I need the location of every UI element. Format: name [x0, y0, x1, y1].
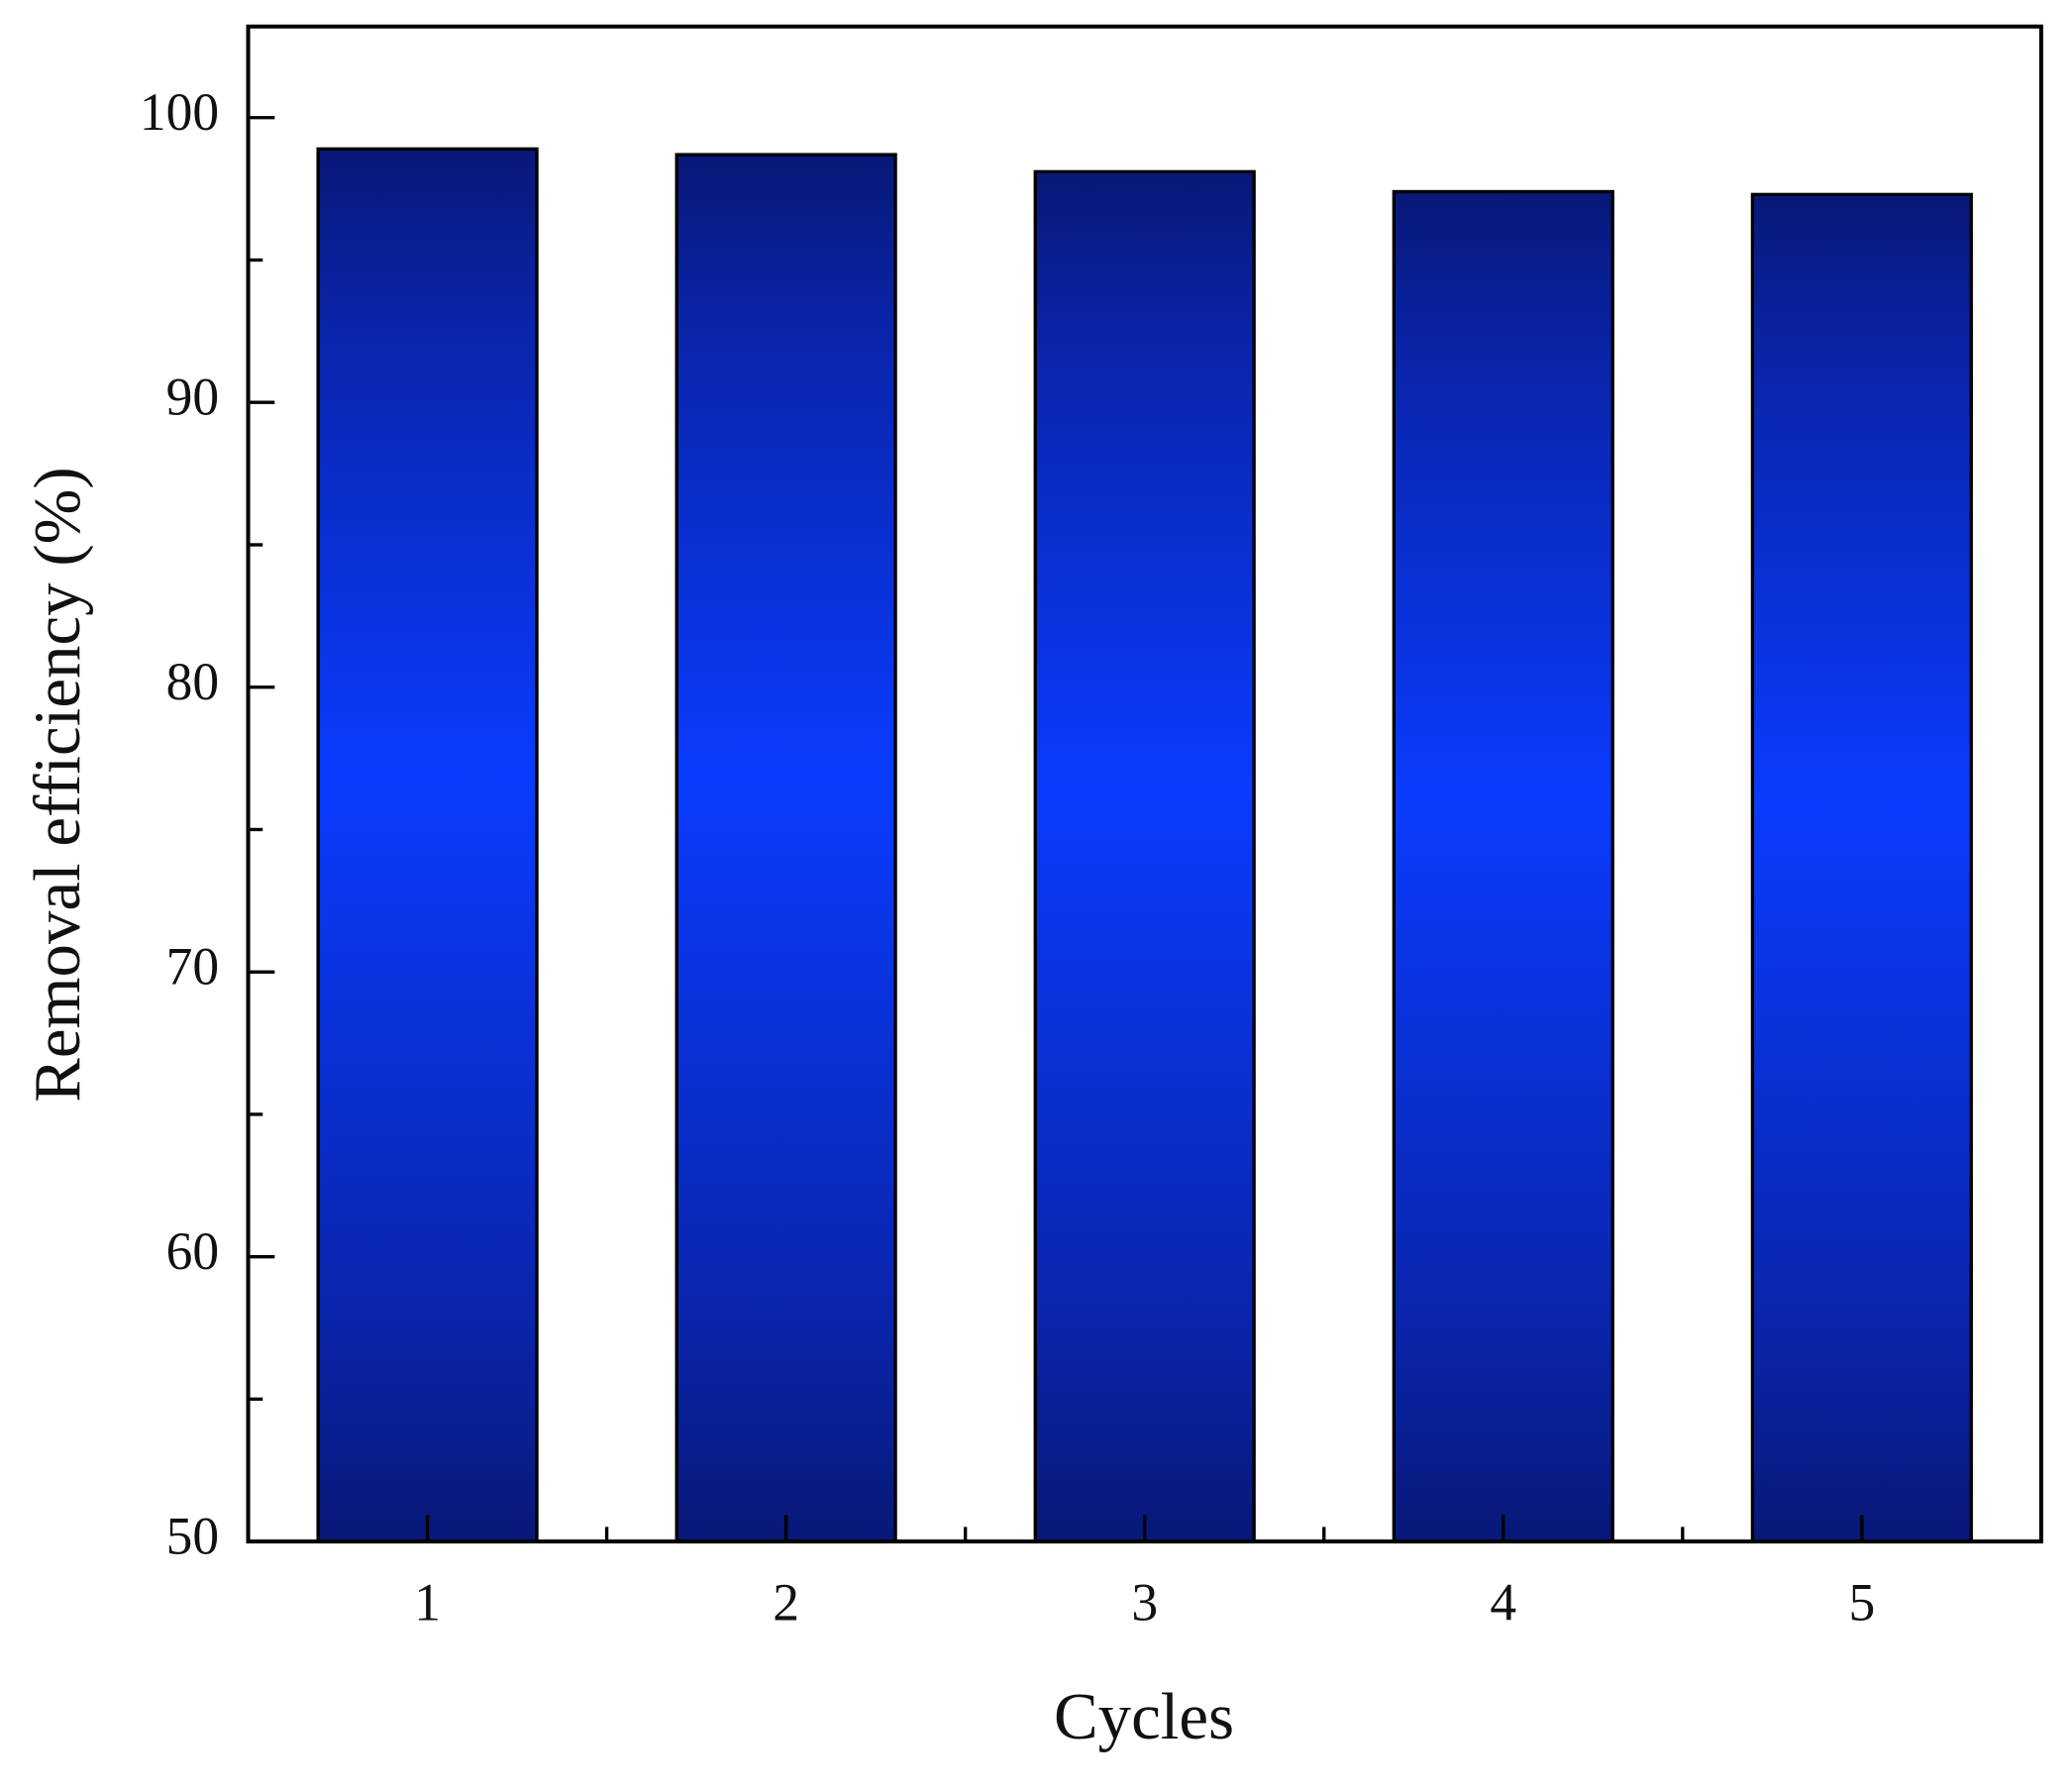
x-tick-label: 3	[1131, 1572, 1158, 1632]
y-tick-label: 50	[166, 1506, 220, 1565]
x-tick-label: 2	[773, 1572, 799, 1632]
y-axis-title: Removal efficiency (%)	[21, 467, 94, 1102]
x-tick-label: 5	[1848, 1572, 1875, 1632]
y-tick-label: 80	[166, 652, 220, 711]
plot-area: 50 60 70 80 90 100 1 2 3 4 5	[140, 24, 2043, 1632]
x-tick-label: 4	[1490, 1572, 1516, 1632]
bar	[316, 147, 539, 1543]
bar	[1033, 169, 1256, 1543]
bar	[1750, 192, 1973, 1543]
y-tick-label: 90	[166, 368, 220, 427]
y-tick-label: 70	[166, 936, 220, 996]
x-tick-label: 1	[414, 1572, 441, 1632]
y-tick-label: 60	[166, 1221, 220, 1281]
bar	[674, 153, 897, 1543]
y-tick-label: 100	[140, 82, 219, 142]
bar	[1392, 189, 1614, 1543]
x-axis-title: Cycles	[1054, 1680, 1234, 1753]
